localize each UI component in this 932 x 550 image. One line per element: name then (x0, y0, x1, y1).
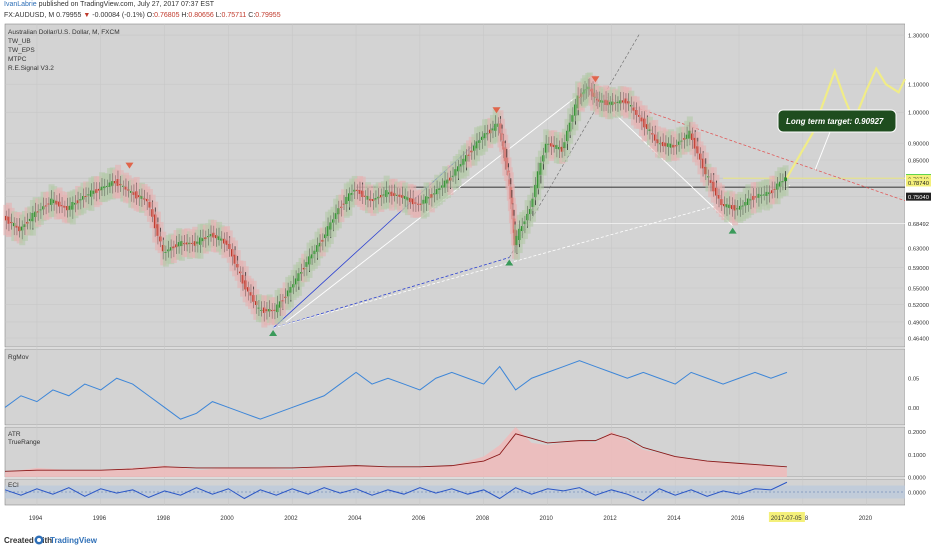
last-price: 0.79955 (56, 12, 82, 19)
x-tick-11: 2016 (731, 516, 745, 522)
y-tick-14: 0.49000 (908, 320, 929, 326)
trend-blue-dash (272, 257, 510, 329)
rgmov-tick-1: 0.00 (908, 406, 919, 412)
rgmov-tick-0: 0.05 (908, 377, 919, 383)
header-line-1: IvanLabrie published on TradingView.com,… (4, 1, 214, 8)
tradingview-brand[interactable]: TradingView (50, 536, 97, 545)
author-link[interactable]: IvanLabrie (4, 1, 37, 8)
atr-tick-2: 0.0000 (908, 476, 926, 482)
legend-item-2: TW_EPS (8, 47, 35, 54)
atr-tick-0: 0.2000 (908, 430, 926, 436)
x-tick-10: 2014 (667, 516, 681, 522)
buy-signal-0 (269, 330, 278, 337)
price-axis (905, 22, 932, 520)
truerange-area (5, 427, 787, 477)
change-value: -0.00084 (-0.1%) (92, 12, 145, 19)
high-value: 0.80656 (188, 12, 214, 19)
x-tick-9: 2012 (603, 516, 617, 522)
legend-item-4: R.E.Signal V3.2 (8, 65, 54, 72)
legend-item-0: Australian Dollar/U.S. Dollar, M, FXCM (8, 29, 120, 36)
y-tick-7: 0.78740 (908, 181, 929, 187)
legend-item-3: MTPC (8, 56, 27, 63)
header-line-2: FX:AUDUSD, M 0.79955 ▼ -0.00084 (-0.1%) … (4, 12, 281, 19)
current-date-box (768, 512, 805, 522)
eci-line (4, 481, 788, 502)
x-tick-8: 2010 (540, 516, 554, 522)
x-tick-0: 1994 (29, 516, 43, 522)
x-tick-1: 1996 (93, 516, 107, 522)
sell-signal-0 (125, 162, 134, 169)
x-tick-7: 2008 (476, 516, 490, 522)
rgmov-line (4, 360, 788, 420)
sell-signal-1 (492, 107, 501, 114)
price-tag-7 (906, 178, 931, 187)
sell-signal-2 (591, 76, 600, 83)
target-pointer (814, 131, 831, 171)
y-tick-13: 0.52000 (908, 303, 929, 309)
trend-grey-dash (508, 32, 641, 258)
target-label: Long term target: 0.90927 (786, 117, 884, 126)
close-label: C: (248, 12, 256, 19)
y-tick-9: 0.68492 (908, 222, 929, 228)
atr-line (4, 433, 787, 472)
legend-item-1: TW_UB (8, 38, 31, 45)
y-tick-11: 0.59000 (908, 266, 929, 272)
atr-label: ATR (8, 431, 21, 438)
rgmov-label: RgMov (8, 354, 29, 361)
pane-rg (4, 348, 906, 426)
y-tick-4: 0.85000 (908, 159, 929, 165)
y-tick-8: 0.75040 (908, 195, 929, 201)
y-tick-15: 0.46400 (908, 336, 929, 342)
truerange-label: TrueRange (8, 439, 41, 446)
eci-tick-0: 0.0000 (908, 491, 926, 497)
x-tick-3: 2000 (220, 516, 234, 522)
close-value: 0.79955 (255, 12, 281, 19)
down-arrow-icon: ▼ (83, 12, 91, 19)
created-with-label: Created with (4, 536, 53, 545)
price-tag-8 (906, 192, 931, 201)
x-tick-6: 2006 (412, 516, 426, 522)
y-tick-12: 0.55000 (908, 287, 929, 293)
buy-signal-1 (505, 259, 514, 266)
y-tick-10: 0.63000 (908, 247, 929, 253)
tradingview-logo-icon (34, 535, 44, 545)
symbol-label: FX:AUDUSD, M (4, 12, 55, 19)
y-tick-3: 0.90000 (908, 142, 929, 148)
published-text: published on TradingView.com, July 27, 2… (38, 1, 215, 8)
x-tick-2: 1998 (157, 516, 171, 522)
buy-signal-2 (728, 227, 737, 234)
y-tick-2: 1.00000 (908, 111, 929, 117)
x-tick-4: 2002 (284, 516, 298, 522)
candle (784, 177, 787, 182)
eci-label: ECI (8, 482, 19, 489)
x-tick-13: 2020 (859, 516, 873, 522)
header: IvanLabrie published on TradingView.com,… (0, 0, 932, 24)
trend-white-dash (272, 184, 791, 329)
footer: Created with TradingView (0, 530, 932, 550)
chart-area[interactable]: Long term target: 0.90927 Australian Doll… (0, 22, 932, 528)
current-date-label: 2017-07-05 (771, 516, 802, 522)
y-tick-1: 1.10000 (908, 83, 929, 89)
open-value: 0.76805 (154, 12, 180, 19)
high-label: H: (181, 12, 189, 19)
atr-tick-1: 0.1000 (908, 453, 926, 459)
y-tick-0: 1.30000 (908, 34, 929, 40)
target-box (777, 109, 897, 133)
x-tick-5: 2004 (348, 516, 362, 522)
low-label: L: (215, 12, 222, 19)
open-label: O: (146, 12, 155, 19)
low-value: 0.75711 (221, 12, 247, 19)
